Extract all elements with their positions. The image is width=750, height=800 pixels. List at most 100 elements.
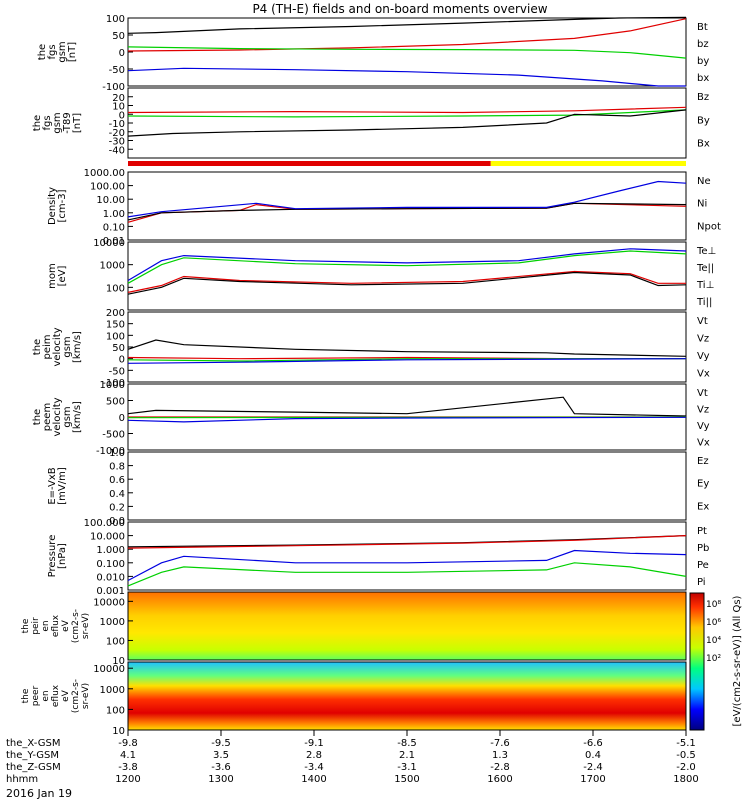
colorbar-tick: 10⁴ (706, 636, 721, 646)
legend-label: Bt (697, 22, 708, 33)
y-tick-label: 200 (106, 308, 125, 319)
legend-label: Vt (697, 388, 708, 399)
colorbar-scale (689, 592, 705, 731)
colorbar-tick: 10² (706, 654, 721, 664)
series-line-Pe (127, 562, 687, 587)
y-tick-label: 0.6 (109, 475, 125, 486)
series-line-Te⊥ (127, 270, 686, 293)
y-tick-label: 10000 (93, 597, 125, 608)
state-bar-red (128, 161, 491, 166)
y-tick-label: 100.00 (90, 182, 125, 193)
panel-p4: 10000 1000 100 mom [eV] Te⊥ Te|| Ti⊥ Ti|| (47, 238, 716, 311)
x-tick-label: -8.5 (397, 738, 417, 749)
y-axis-label: the (21, 688, 31, 703)
legend-label: Ti|| (696, 297, 712, 308)
y-axis-label: [nPa] (57, 543, 68, 569)
state-bar-yellow (490, 161, 686, 166)
y-tick-label: 100 (106, 705, 125, 716)
y-tick-label: 10 (112, 726, 125, 737)
y-axis-label: Density (47, 187, 58, 225)
series-line-Ni (127, 202, 687, 221)
y-tick-label: 0.01 (103, 236, 125, 247)
y-tick-label: -100 (102, 378, 125, 389)
panel-frame (127, 241, 687, 311)
series-line-Ti⊥ (127, 248, 687, 282)
legend-label: Ni (697, 199, 707, 210)
legend-label: Vy (697, 351, 710, 362)
legend-label: Pi (697, 577, 706, 588)
x-tick-label: 1.3 (492, 750, 508, 761)
legend-label: Ez (697, 456, 709, 467)
series-line-Ti|| (127, 250, 687, 284)
y-axis-label: en (41, 620, 51, 631)
y-axis-label: gsm (57, 41, 68, 62)
y-axis-label: Pressure (47, 535, 58, 578)
y-tick-label: 10000 (93, 664, 125, 675)
colorbar-tick: 10⁸ (706, 600, 721, 610)
colorbar-label: [eV/(cm2-s-sr-eV)] (All Qs) (732, 595, 743, 726)
series-line-Bz (127, 106, 687, 114)
x-tick-label: 1500 (394, 774, 419, 785)
panel-frame (127, 311, 687, 383)
y-axis-label: peer (31, 685, 41, 706)
y-tick-label: 1000.00 (84, 168, 125, 179)
spectrogram-fill (128, 662, 686, 730)
series-line-Vx (127, 358, 687, 364)
y-tick-label: -50 (109, 366, 125, 377)
y-axis-label: fgs (47, 44, 58, 59)
y-tick-label: 1.0 (109, 448, 125, 459)
y-tick-label: 10 (112, 102, 125, 113)
spectrogram-s1: 10000 1000 100 10 the peir en eflux eV (cm2-s-sr-… (21, 591, 687, 667)
series-line-Te|| (127, 271, 687, 295)
y-tick-label: 500 (106, 397, 125, 408)
y-axis-label: sr-eV) (81, 683, 91, 709)
y-tick-label: 20 (112, 93, 125, 104)
series-line-Pb (127, 535, 687, 549)
panel-p1: 100 50 0 -50 -100 the fgs gsm [nT] Bt bz by bx (37, 14, 709, 93)
y-tick-label: 10 (112, 656, 125, 667)
x-tick-label: -3.8 (118, 762, 138, 773)
y-axis-label: [mV/m] (57, 467, 68, 505)
x-axis: the_X-GSM -9.8 -9.5 -9.1 -8.5 -7.6 -6.6 -5.1 the… (6, 730, 699, 785)
panel-frame (127, 521, 687, 591)
x-tick-label: 1600 (487, 774, 512, 785)
y-axis-label: the (32, 339, 43, 355)
legend-label: Te|| (696, 263, 714, 274)
y-axis-label: sr-eV) (81, 613, 91, 639)
y-tick-label: 0 (119, 355, 125, 366)
series-line-Bx (127, 109, 687, 137)
x-tick-label: -9.1 (304, 738, 324, 749)
x-tick-label: -3.6 (211, 762, 231, 773)
y-axis-label: [km/s] (72, 401, 83, 433)
y-axis-label: -T89 (62, 112, 73, 134)
y-tick-label: -10 (109, 119, 125, 130)
x-tick-label: 2.1 (399, 750, 415, 761)
x-tick-label: 4.1 (120, 750, 136, 761)
legend-label: Ey (697, 479, 709, 490)
panel-p7: 1.0 0.8 0.6 0.4 0.2 0.0 E=-VxB [mV/m] Ez Ey Ex (47, 448, 709, 527)
y-tick-label: -50 (109, 65, 125, 76)
y-axis-label: en (41, 690, 51, 701)
y-axis-label: eV (61, 619, 71, 632)
y-tick-label: 1000 (100, 261, 125, 272)
y-tick-label: -1000 (96, 446, 125, 457)
y-axis-label: peir (31, 617, 41, 635)
legend-label: Ne (697, 176, 711, 187)
series-line-Vt (127, 339, 687, 357)
y-axis-label: velocity (52, 327, 63, 366)
x-tick-label: -2.0 (676, 762, 696, 773)
y-tick-label: 1000 (100, 685, 125, 696)
legend-label: By (697, 115, 710, 126)
panel-frame (127, 87, 687, 159)
y-axis-label: [nT] (67, 42, 78, 62)
colorbar: 10⁸ 10⁶ 10⁴ 10² [eV/(cm2-s-sr-eV)] (All Qs) (689, 592, 743, 731)
legend-label: Pb (697, 543, 709, 554)
spectrogram-s2: 10000 1000 100 10 the peer en eflux eV (cm2-s-sr-… (21, 661, 687, 737)
x-tick-label: 2.8 (306, 750, 322, 761)
x-tick-label: 1400 (301, 774, 326, 785)
y-tick-label: -500 (102, 430, 125, 441)
y-axis-label: [km/s] (72, 331, 83, 363)
y-tick-label: 0.0 (109, 516, 125, 527)
x-tick-label: 1800 (673, 774, 698, 785)
y-axis-label: peem (42, 403, 53, 431)
